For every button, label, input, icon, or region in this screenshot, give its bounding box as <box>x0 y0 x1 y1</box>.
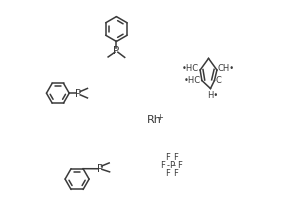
Text: F: F <box>165 152 170 162</box>
Text: -: - <box>173 160 176 169</box>
Text: -: - <box>167 160 170 169</box>
Text: +: + <box>156 112 163 122</box>
Text: F: F <box>173 168 178 177</box>
Text: P: P <box>169 160 174 169</box>
Text: F: F <box>178 160 182 169</box>
Text: P: P <box>97 163 103 173</box>
Text: F: F <box>165 168 170 177</box>
Text: F: F <box>173 152 178 162</box>
Text: C: C <box>216 76 221 84</box>
Text: •HC: •HC <box>182 64 199 73</box>
Text: H•: H• <box>207 90 218 99</box>
Text: Rh: Rh <box>146 115 161 124</box>
Text: P: P <box>113 46 119 55</box>
Text: F: F <box>160 160 165 169</box>
Text: •HC: •HC <box>184 76 201 84</box>
Text: P: P <box>75 89 81 99</box>
Text: CH•: CH• <box>218 64 235 73</box>
